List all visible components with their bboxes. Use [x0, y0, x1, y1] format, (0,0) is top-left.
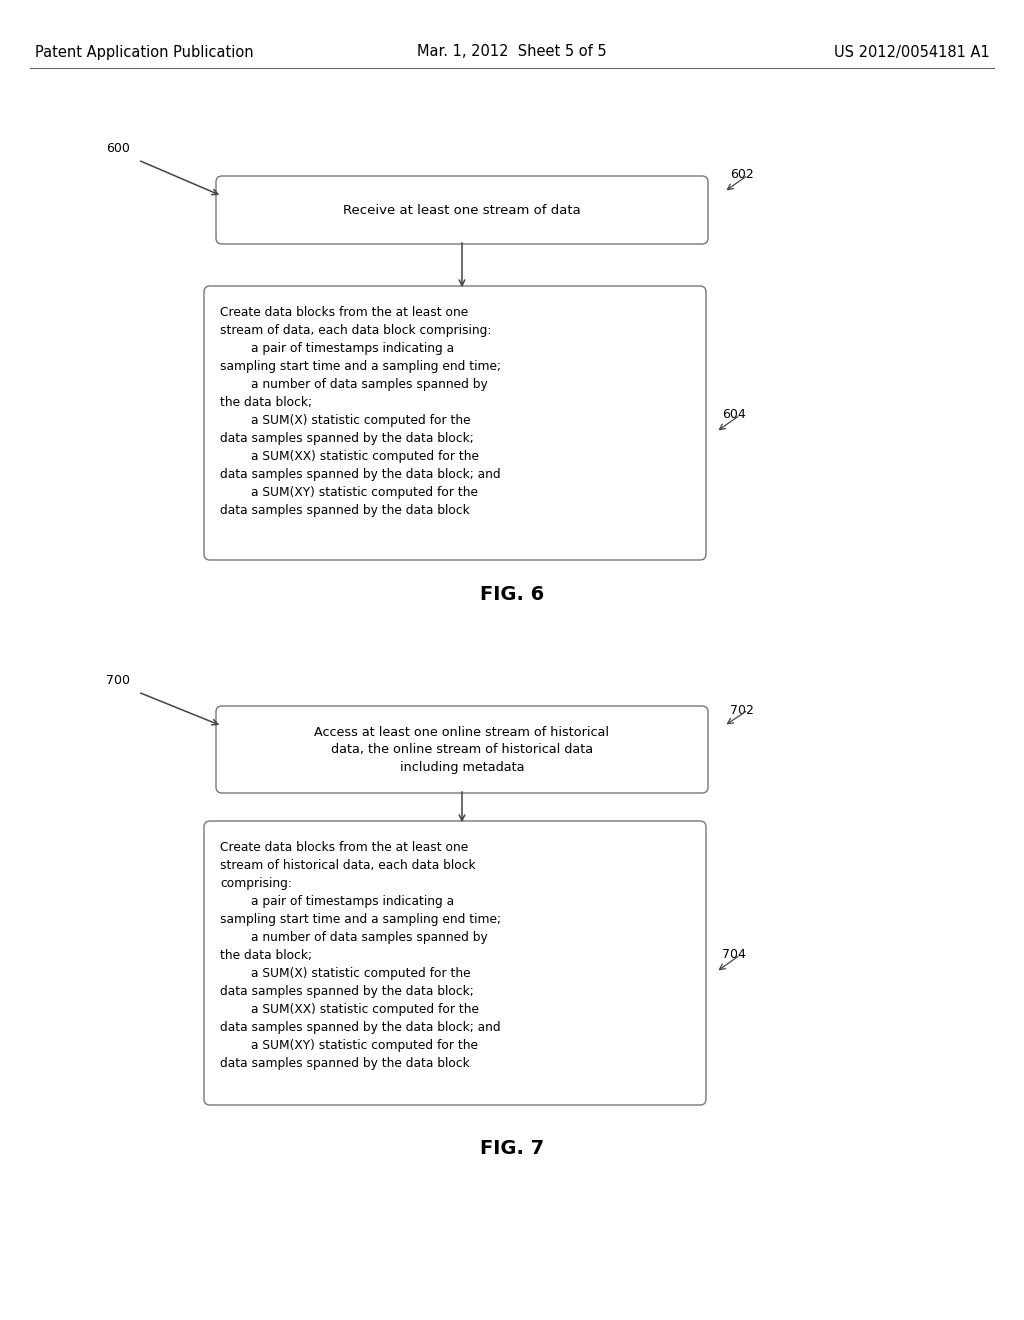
Text: Access at least one online stream of historical
data, the online stream of histo: Access at least one online stream of his…	[314, 726, 609, 774]
Text: FIG. 7: FIG. 7	[480, 1138, 544, 1158]
Text: Receive at least one stream of data: Receive at least one stream of data	[343, 203, 581, 216]
Text: US 2012/0054181 A1: US 2012/0054181 A1	[835, 45, 990, 59]
FancyBboxPatch shape	[204, 821, 706, 1105]
Text: Patent Application Publication: Patent Application Publication	[35, 45, 254, 59]
Text: Create data blocks from the at least one
stream of historical data, each data bl: Create data blocks from the at least one…	[220, 841, 501, 1071]
FancyBboxPatch shape	[204, 286, 706, 560]
Text: Mar. 1, 2012  Sheet 5 of 5: Mar. 1, 2012 Sheet 5 of 5	[417, 45, 607, 59]
Text: 702: 702	[730, 704, 754, 717]
Text: Create data blocks from the at least one
stream of data, each data block compris: Create data blocks from the at least one…	[220, 306, 501, 517]
FancyBboxPatch shape	[216, 176, 708, 244]
Text: FIG. 6: FIG. 6	[480, 585, 544, 603]
Text: 600: 600	[106, 141, 130, 154]
Text: 602: 602	[730, 169, 754, 181]
Text: 604: 604	[722, 408, 745, 421]
Text: 704: 704	[722, 949, 745, 961]
FancyBboxPatch shape	[216, 706, 708, 793]
Text: 700: 700	[106, 673, 130, 686]
